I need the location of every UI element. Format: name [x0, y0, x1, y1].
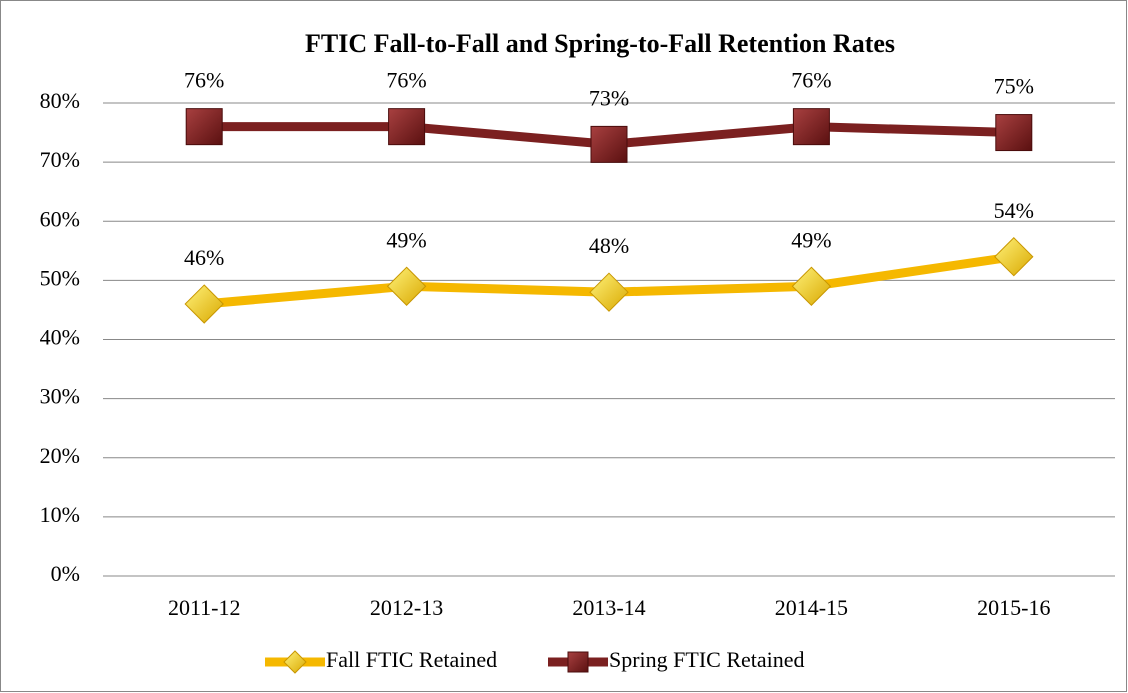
- data-label: 76%: [184, 68, 224, 93]
- data-label: 76%: [386, 68, 426, 93]
- x-tick-label: 2014-15: [775, 595, 848, 620]
- y-tick-label: 0%: [51, 561, 80, 586]
- data-label: 48%: [589, 233, 629, 258]
- y-tick-label: 50%: [40, 265, 80, 290]
- y-tick-label: 20%: [40, 443, 80, 468]
- legend-marker: [283, 650, 307, 674]
- y-tick-label: 30%: [40, 384, 80, 409]
- legend-marker: [567, 651, 589, 673]
- legend-label: Fall FTIC Retained: [326, 647, 497, 672]
- data-label: 49%: [386, 227, 426, 252]
- data-point: [791, 266, 832, 306]
- data-point: [185, 108, 223, 146]
- data-label: 49%: [791, 227, 831, 252]
- x-tick-label: 2011-12: [168, 595, 241, 620]
- data-point: [590, 125, 628, 163]
- x-tick-label: 2015-16: [977, 595, 1050, 620]
- data-label: 76%: [791, 68, 831, 93]
- y-tick-label: 60%: [40, 206, 80, 231]
- data-point: [995, 114, 1033, 152]
- data-label: 73%: [589, 85, 629, 110]
- data-point: [386, 266, 427, 306]
- data-point: [184, 284, 224, 324]
- data-point: [388, 108, 426, 146]
- data-point: [792, 108, 830, 146]
- data-point: [994, 237, 1034, 277]
- x-tick-label: 2013-14: [572, 595, 645, 620]
- y-tick-label: 40%: [40, 325, 80, 350]
- y-tick-label: 80%: [40, 88, 80, 113]
- data-label: 75%: [994, 74, 1034, 99]
- y-tick-label: 70%: [40, 147, 80, 172]
- data-label: 46%: [184, 245, 224, 270]
- legend-label: Spring FTIC Retained: [609, 647, 805, 672]
- data-point: [589, 272, 629, 312]
- data-label: 54%: [994, 198, 1034, 223]
- y-tick-label: 10%: [40, 502, 80, 527]
- chart-title: FTIC Fall-to-Fall and Spring-to-Fall Ret…: [305, 29, 895, 58]
- x-tick-label: 2012-13: [370, 595, 443, 620]
